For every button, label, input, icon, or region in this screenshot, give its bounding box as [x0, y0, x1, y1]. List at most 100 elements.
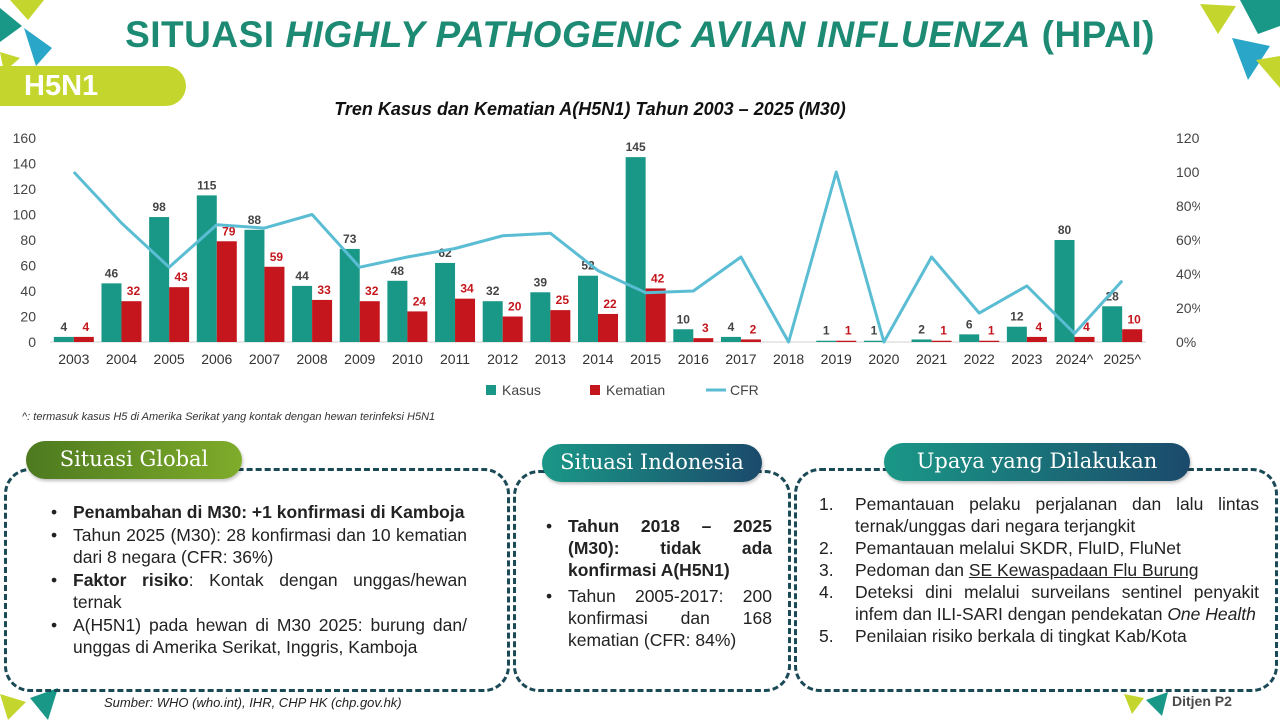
data-label-kematian: 10	[1127, 312, 1141, 326]
data-label-kasus: 4	[60, 320, 67, 334]
bar-kasus	[673, 329, 694, 342]
data-label-kasus: 12	[1010, 310, 1024, 324]
source-note: Sumber: WHO (who.int), IHR, CHP HK (chp.…	[104, 695, 402, 710]
se-kewaspadaan-link[interactable]: SE Kewaspadaan Flu Burung	[968, 560, 1199, 580]
x-tick-label: 2022	[964, 351, 995, 367]
ministry-logo-icon	[1124, 692, 1168, 716]
bar-kematian	[216, 241, 237, 342]
h5n1-tag: H5N1	[0, 66, 186, 106]
y-right-tick-label: 20%	[1176, 300, 1200, 316]
y-left-tick-label: 160	[13, 130, 37, 146]
bar-kematian	[407, 311, 428, 342]
data-label-kasus: 80	[1058, 223, 1072, 237]
bar-kasus	[292, 285, 313, 342]
x-tick-label: 2004	[106, 351, 137, 367]
x-tick-label: 2009	[344, 351, 375, 367]
bar-kasus	[244, 229, 265, 342]
global-item: A(H5N1) pada hewan di M30 2025: burung d…	[51, 614, 467, 658]
bar-kematian	[73, 336, 94, 342]
x-tick-label: 2015	[630, 351, 661, 367]
data-label-kasus: 115	[197, 178, 217, 192]
data-label-kematian: 1	[845, 324, 852, 338]
data-label-kematian: 59	[270, 250, 284, 264]
bar-kematian	[1122, 329, 1143, 342]
bar-kematian	[169, 287, 190, 342]
upaya-heading: Upaya yang Dilakukan	[884, 443, 1190, 481]
data-label-kasus: 88	[248, 213, 262, 227]
bar-kasus	[578, 275, 598, 342]
y-left-tick-label: 120	[13, 181, 37, 197]
bar-kasus	[911, 339, 932, 342]
bar-kematian	[502, 316, 523, 342]
y-left-tick-label: 40	[20, 283, 36, 299]
data-label-kematian: 32	[365, 284, 379, 298]
bar-kematian	[836, 340, 857, 342]
x-tick-label: 2020	[868, 351, 899, 367]
data-label-kematian: 3	[702, 321, 709, 335]
global-item: Tahun 2025 (M30): 28 konfirmasi dan 10 k…	[51, 524, 467, 568]
data-label-kasus: 1	[871, 324, 878, 338]
bar-kasus	[387, 280, 408, 342]
upaya-item: 3. Pedoman dan SE Kewaspadaan Flu Burung	[819, 560, 1199, 580]
chart-title: Tren Kasus dan Kematian A(H5N1) Tahun 20…	[334, 99, 846, 119]
y-right-tick-label: 80%	[1176, 198, 1200, 214]
x-tick-label: 2016	[678, 351, 709, 367]
page-title: SITUASI HIGHLY PATHOGENIC AVIAN INFLUENZ…	[125, 14, 1155, 55]
line-cfr	[72, 170, 1124, 344]
indonesia-list-wrap: Tahun 2018 – 2025 (M30): tidak ada konfi…	[542, 515, 772, 652]
data-label-kasus: 10	[677, 312, 691, 326]
bar-kasus	[482, 301, 503, 342]
ministry-logo-text: Ditjen P2	[1172, 693, 1232, 709]
data-label-kematian: 24	[413, 294, 427, 308]
bar-kasus	[530, 292, 551, 342]
bar-kasus	[101, 283, 122, 342]
bar-kematian	[693, 338, 714, 342]
upaya-item: 2. Pemantauan melalui SKDR, FluID, FluNet	[819, 538, 1181, 558]
data-label-kasus: 52	[581, 259, 595, 273]
y-right-tick-label: 0%	[1176, 334, 1196, 350]
upaya-panel: 1. Pemantauan pelaku perjalanan dan lalu …	[794, 468, 1278, 692]
bar-kematian	[645, 288, 666, 342]
legend-label: Kasus	[502, 382, 541, 398]
data-label-kasus: 46	[105, 266, 119, 280]
bar-kematian	[1074, 336, 1095, 342]
chart-footnote: ^: termasuk kasus H5 di Amerika Serikat …	[22, 411, 436, 423]
bar-kasus	[149, 217, 170, 342]
bar-kematian	[1026, 336, 1047, 342]
bar-kematian	[455, 298, 476, 342]
bar-kematian	[121, 301, 142, 342]
bar-kematian	[740, 339, 761, 342]
bar-kasus	[1054, 240, 1075, 342]
legend-swatch-kematian	[590, 385, 600, 395]
x-tick-label: 2006	[201, 351, 232, 367]
indonesia-panel: Tahun 2018 – 2025 (M30): tidak ada konfi…	[513, 470, 791, 692]
data-label-kasus: 2	[918, 322, 925, 336]
bar-kasus	[816, 340, 837, 342]
bar-kasus	[435, 262, 456, 342]
indonesia-item: Tahun 2005-2017: 200 konfirmasi dan 168 …	[546, 585, 772, 651]
data-label-kasus: 39	[534, 275, 548, 289]
x-tick-label: 2012	[487, 351, 518, 367]
data-label-kematian: 4	[1036, 320, 1043, 334]
y-left-tick-label: 80	[20, 232, 36, 248]
bar-kematian	[264, 266, 285, 342]
data-label-kematian: 2	[750, 322, 757, 336]
data-label-kematian: 32	[127, 284, 141, 298]
data-label-kasus: 28	[1105, 289, 1119, 303]
bar-kasus	[1006, 326, 1027, 342]
x-tick-label: 2003	[58, 351, 89, 367]
data-label-kasus: 6	[966, 317, 973, 331]
upaya-item: 4. Deteksi dini melalui surveilans sentin…	[819, 582, 1259, 624]
x-tick-label: 2005	[154, 351, 185, 367]
global-list: Penambahan di M30: +1 konfirmasi di Kamb…	[47, 501, 467, 658]
indonesia-list: Tahun 2018 – 2025 (M30): tidak ada konfi…	[542, 515, 772, 651]
bar-kematian	[312, 299, 333, 342]
y-right-tick-label: 120%	[1176, 130, 1200, 146]
x-tick-label: 2019	[821, 351, 852, 367]
bar-kasus	[625, 157, 646, 342]
bar-kasus	[1102, 306, 1123, 342]
bar-kasus	[863, 340, 884, 342]
bar-kematian	[550, 310, 571, 342]
y-left-tick-label: 60	[20, 258, 36, 274]
data-label-kematian: 20	[508, 300, 522, 314]
